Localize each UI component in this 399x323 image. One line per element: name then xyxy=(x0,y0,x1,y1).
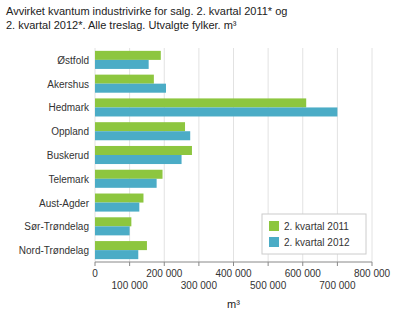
chart: Avvirket kvantum industrivirke for salg.… xyxy=(0,0,399,323)
grid-line xyxy=(233,48,234,262)
tick-label: 400 000 xyxy=(215,268,252,279)
bar xyxy=(95,203,139,212)
tick-label: 200 000 xyxy=(146,268,183,279)
legend-box xyxy=(262,214,366,254)
bar xyxy=(95,170,163,179)
tick-mark xyxy=(337,262,338,266)
bar xyxy=(95,107,337,116)
tick-label: 500 000 xyxy=(250,280,287,291)
category-label: Oppland xyxy=(51,126,89,137)
tick-label: 300 000 xyxy=(181,280,218,291)
grid-line xyxy=(372,48,373,262)
bar xyxy=(95,60,149,69)
grid-line xyxy=(198,48,199,262)
subtitle: 2. kvartal 2012*. Alle treslag. Utvalgte… xyxy=(6,19,237,31)
bar xyxy=(95,51,161,60)
tick-label: 700 000 xyxy=(319,280,356,291)
bar xyxy=(95,241,147,250)
bar xyxy=(95,98,306,107)
bar xyxy=(95,250,138,259)
legend: 2. kvartal 2011 2. kvartal 2012 xyxy=(262,214,366,254)
category-label: Østfold xyxy=(57,55,89,66)
tick-mark xyxy=(372,262,373,266)
category-label: Buskerud xyxy=(47,150,89,161)
tick-mark xyxy=(164,262,165,266)
bar xyxy=(95,179,157,188)
tick-mark xyxy=(95,262,96,266)
category-label: Hedmark xyxy=(48,102,90,113)
category-label: Sør-Trøndelag xyxy=(24,221,89,232)
bar xyxy=(95,131,190,140)
bar xyxy=(95,146,192,155)
bar xyxy=(95,84,166,93)
x-axis-label: m³ xyxy=(227,298,240,310)
legend-swatch xyxy=(269,237,279,247)
tick-label: 600 000 xyxy=(285,268,322,279)
tick-mark xyxy=(198,262,199,266)
x-axis-line xyxy=(95,262,372,263)
category-label: Telemark xyxy=(48,174,90,185)
category-label: Akershus xyxy=(47,79,89,90)
legend-swatch xyxy=(269,221,279,231)
category-label: Aust-Agder xyxy=(39,198,90,209)
legend-label: 2. kvartal 2012 xyxy=(284,237,350,248)
bar xyxy=(95,226,130,235)
tick-mark xyxy=(268,262,269,266)
title: Avvirket kvantum industrivirke for salg.… xyxy=(6,5,287,17)
category-label: Nord-Trøndelag xyxy=(19,245,89,256)
tick-label: 800 000 xyxy=(354,268,391,279)
tick-mark xyxy=(233,262,234,266)
tick-label: 0 xyxy=(92,268,98,279)
bar xyxy=(95,122,185,131)
tick-label: 100 000 xyxy=(112,280,149,291)
tick-mark xyxy=(302,262,303,266)
bar xyxy=(95,75,154,84)
bar xyxy=(95,217,131,226)
legend-label: 2. kvartal 2011 xyxy=(284,221,349,232)
tick-mark xyxy=(129,262,130,266)
bar xyxy=(95,155,182,164)
bar xyxy=(95,194,143,203)
